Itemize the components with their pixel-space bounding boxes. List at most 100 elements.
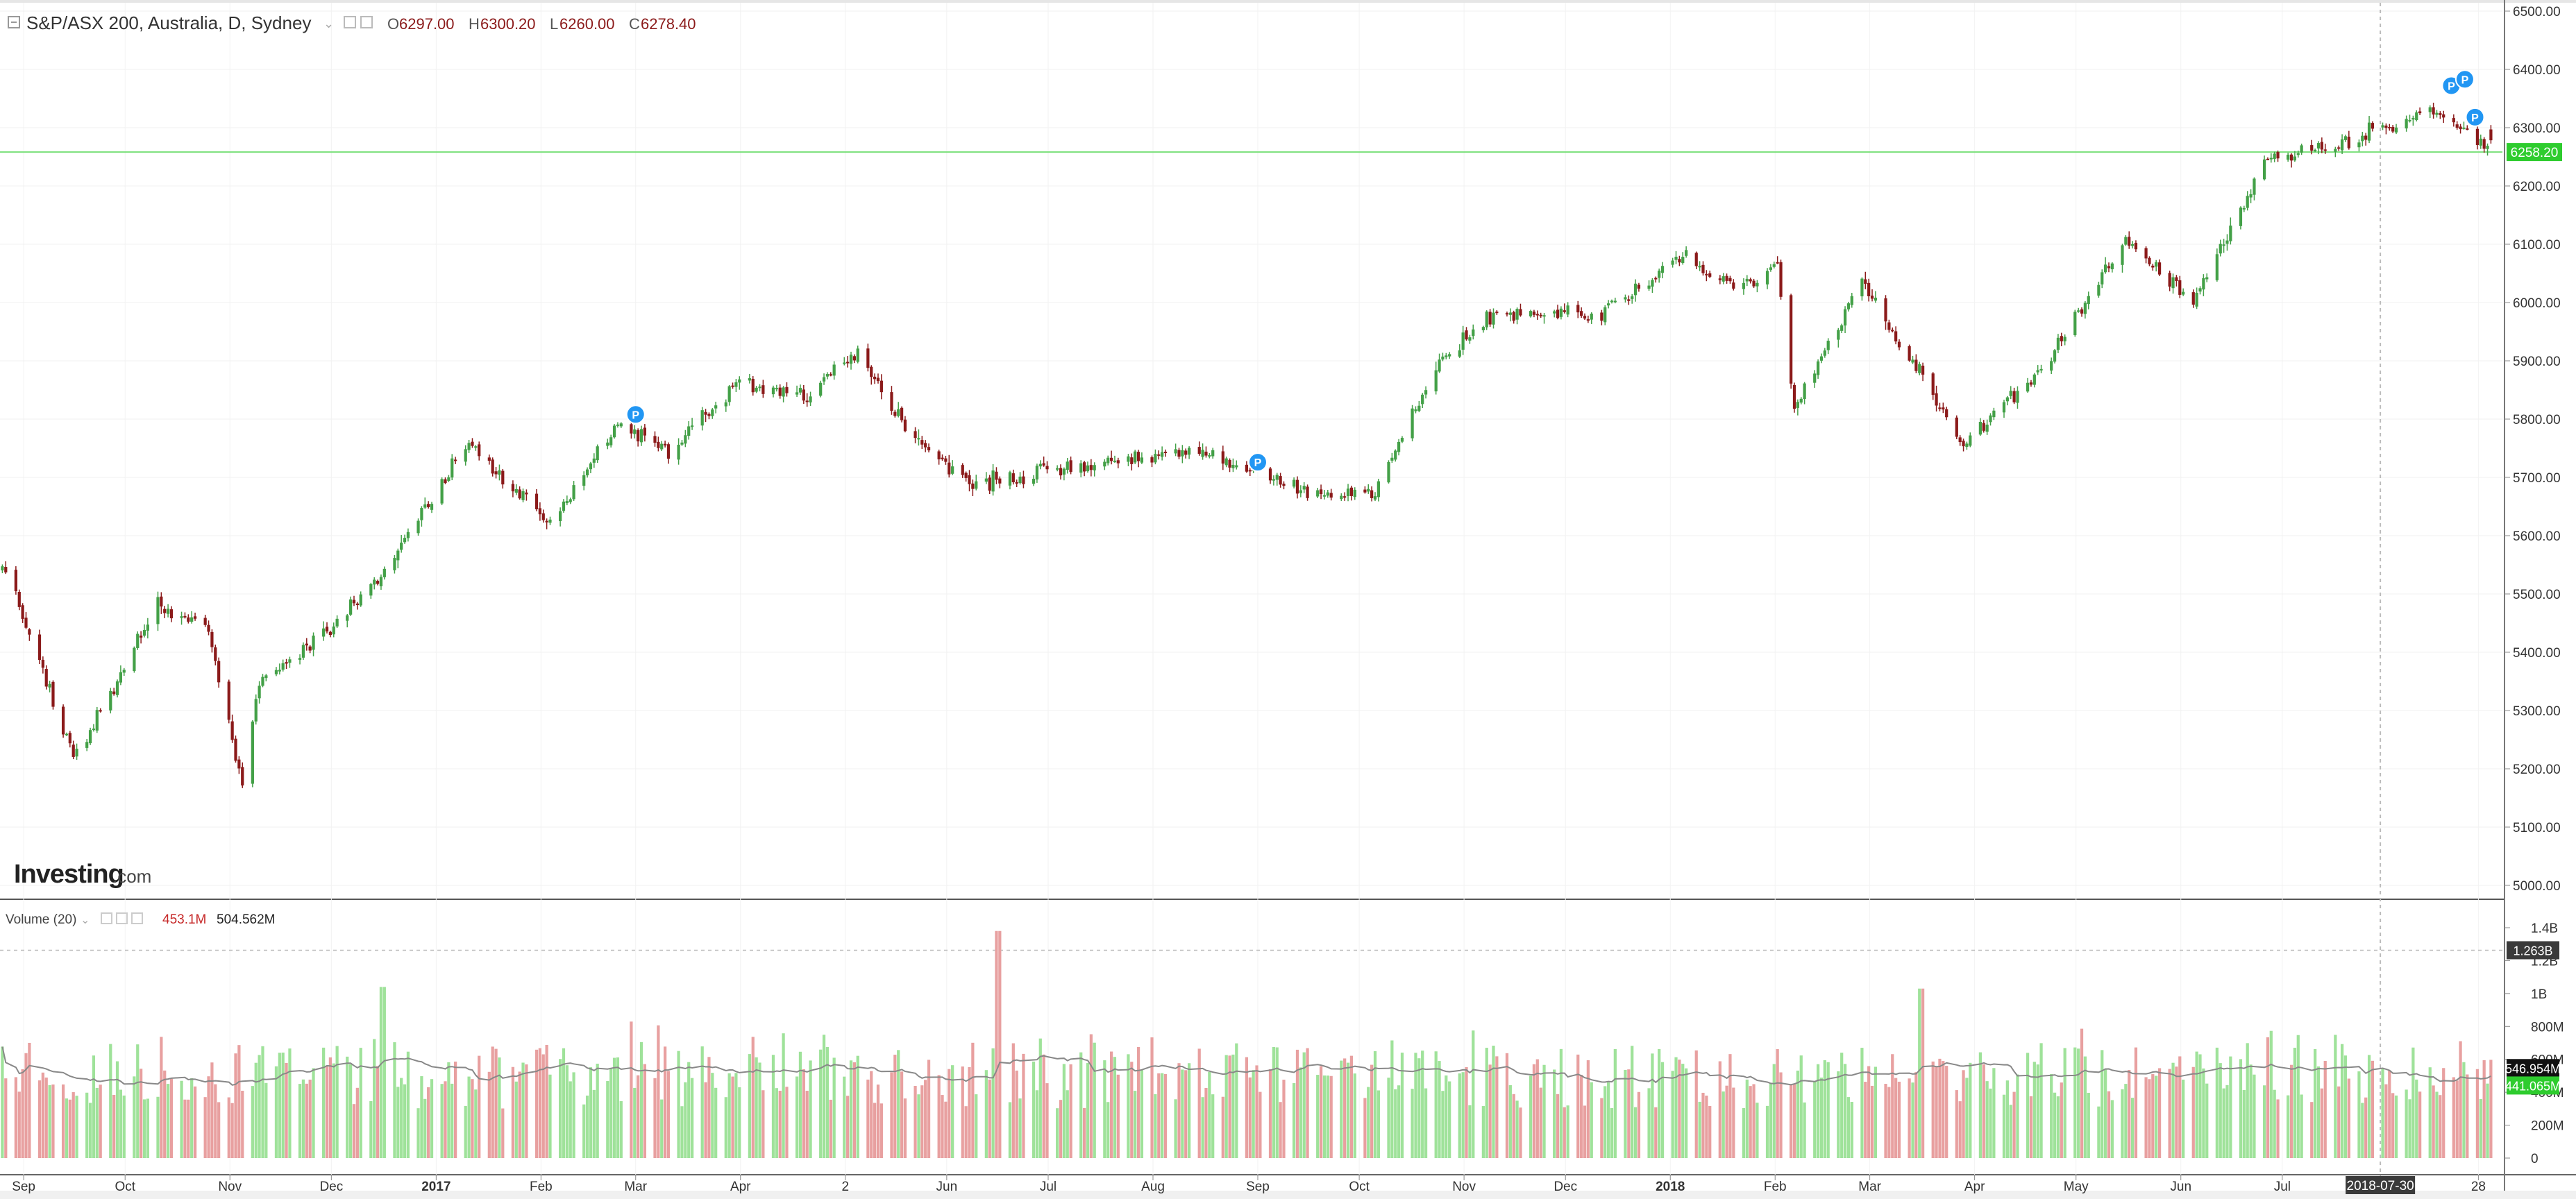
volume-bar[interactable]: [440, 1084, 444, 1158]
volume-bar[interactable]: [2083, 1056, 2087, 1158]
volume-bar[interactable]: [379, 987, 383, 1158]
volume-bar[interactable]: [612, 1057, 616, 1158]
candle-body[interactable]: [2144, 248, 2148, 259]
candle-body[interactable]: [2262, 159, 2266, 180]
candle-body[interactable]: [541, 513, 545, 520]
candle-body[interactable]: [112, 691, 116, 695]
candle-body[interactable]: [301, 645, 305, 658]
candle-body[interactable]: [1103, 461, 1106, 467]
candle-body[interactable]: [1867, 282, 1871, 296]
volume-bar[interactable]: [2459, 1041, 2462, 1158]
volume-bar[interactable]: [17, 1091, 21, 1158]
volume-bar[interactable]: [971, 1042, 975, 1158]
candle-body[interactable]: [1969, 435, 1972, 446]
candle-body[interactable]: [2364, 135, 2368, 140]
candle-body[interactable]: [1698, 266, 1701, 268]
candle-body[interactable]: [1458, 350, 1461, 357]
candle-body[interactable]: [2486, 146, 2489, 149]
volume-bar[interactable]: [1674, 1057, 1678, 1158]
candle-body[interactable]: [2428, 107, 2432, 112]
volume-bar[interactable]: [285, 1062, 288, 1158]
candle-body[interactable]: [1542, 315, 1546, 317]
volume-bar[interactable]: [666, 1071, 671, 1158]
volume-bar[interactable]: [2452, 1077, 2455, 1158]
candle-body[interactable]: [328, 631, 332, 636]
volume-bar[interactable]: [308, 1079, 312, 1158]
candle-body[interactable]: [1272, 479, 1275, 481]
volume-bar[interactable]: [785, 1087, 789, 1158]
volume-bar[interactable]: [2411, 1047, 2415, 1158]
candle-body[interactable]: [1221, 451, 1224, 464]
candle-body[interactable]: [1387, 461, 1390, 483]
volume-bar[interactable]: [876, 1085, 880, 1158]
volume-bar[interactable]: [2439, 1095, 2442, 1158]
volume-bar[interactable]: [1089, 1034, 1093, 1158]
candle-body[interactable]: [761, 385, 765, 394]
candle-body[interactable]: [491, 459, 494, 474]
candle-body[interactable]: [187, 617, 190, 622]
volume-bar[interactable]: [278, 1053, 281, 1158]
volume-bar[interactable]: [1161, 1073, 1164, 1158]
volume-bar[interactable]: [298, 1084, 302, 1158]
volume-bar[interactable]: [1671, 1071, 1674, 1158]
volume-bar[interactable]: [1600, 1098, 1603, 1158]
candle-body[interactable]: [1590, 314, 1593, 320]
candle-body[interactable]: [1962, 441, 1965, 447]
candle-body[interactable]: [846, 362, 850, 364]
candle-body[interactable]: [873, 376, 877, 380]
candle-body[interactable]: [795, 392, 799, 395]
candle-body[interactable]: [663, 443, 667, 445]
candle-body[interactable]: [1790, 295, 1793, 384]
candle-body[interactable]: [2391, 126, 2395, 132]
volume-bar[interactable]: [2310, 1102, 2314, 1158]
volume-bar[interactable]: [1813, 1081, 1817, 1158]
candle-body[interactable]: [2361, 135, 2364, 142]
volume-bar[interactable]: [2073, 1047, 2077, 1158]
volume-bar[interactable]: [4, 1078, 8, 1158]
candle-body[interactable]: [1756, 282, 1759, 287]
volume-bar[interactable]: [2418, 1091, 2422, 1158]
candle-body[interactable]: [1816, 361, 1820, 375]
candle-body[interactable]: [2056, 337, 2060, 350]
candle-body[interactable]: [609, 437, 613, 445]
candle-body[interactable]: [234, 738, 237, 761]
candle-body[interactable]: [1945, 409, 1948, 418]
volume-bar[interactable]: [937, 1075, 941, 1158]
candle-body[interactable]: [1326, 492, 1329, 496]
candle-body[interactable]: [1038, 464, 1042, 467]
candle-body[interactable]: [183, 615, 187, 618]
candle-body[interactable]: [14, 570, 18, 591]
candle-body[interactable]: [1434, 370, 1438, 392]
candle-body[interactable]: [1637, 284, 1641, 289]
volume-bar[interactable]: [51, 1084, 55, 1158]
candle-body[interactable]: [115, 681, 119, 695]
candle-body[interactable]: [1302, 486, 1306, 490]
volume-bar[interactable]: [975, 1094, 978, 1158]
volume-bar[interactable]: [430, 1079, 434, 1158]
volume-bar[interactable]: [95, 1087, 99, 1158]
candle-body[interactable]: [95, 710, 99, 731]
candle-body[interactable]: [1208, 455, 1211, 457]
candle-body[interactable]: [1792, 384, 1796, 409]
volume-bar[interactable]: [2198, 1054, 2202, 1158]
candle-body[interactable]: [1056, 468, 1059, 470]
candle-body[interactable]: [1082, 462, 1086, 472]
candle-body[interactable]: [1519, 309, 1522, 316]
candle-body[interactable]: [68, 733, 71, 744]
volume-bar[interactable]: [1749, 1086, 1752, 1158]
candle-body[interactable]: [21, 605, 24, 619]
volume-bar[interactable]: [2032, 1062, 2036, 1158]
candle-body[interactable]: [525, 492, 528, 495]
volume-bar[interactable]: [416, 1108, 420, 1158]
chevron-down-icon[interactable]: ⌄: [323, 17, 334, 31]
volume-bar[interactable]: [2104, 1069, 2107, 1158]
volume-bar[interactable]: [214, 1084, 217, 1158]
candle-body[interactable]: [1529, 311, 1533, 316]
candle-body[interactable]: [1015, 482, 1018, 484]
volume-bar[interactable]: [1870, 1085, 1874, 1158]
volume-bar[interactable]: [136, 1044, 140, 1158]
volume-bar[interactable]: [1732, 1087, 1735, 1158]
candle-body[interactable]: [2124, 237, 2128, 245]
candle-body[interactable]: [305, 643, 308, 646]
candle-body[interactable]: [467, 443, 471, 450]
